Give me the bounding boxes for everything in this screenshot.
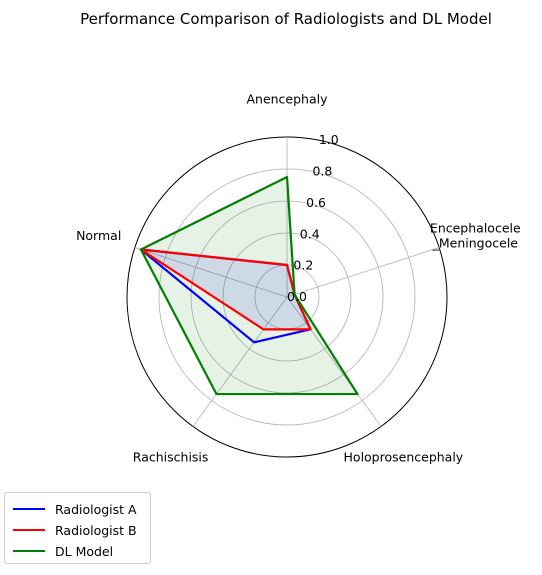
r-tick-label: 0.2	[293, 258, 313, 273]
series-fills	[140, 177, 358, 395]
legend-item-radiologist-a: Radiologist A	[13, 499, 137, 519]
series-lines	[139, 175, 359, 396]
legend-label-radiologist-a: Radiologist A	[55, 501, 137, 517]
r-tick-label: 0.0	[287, 289, 307, 304]
series-fill-dl-model	[140, 177, 358, 395]
grid-spoke	[286, 247, 440, 298]
category-label-encephalocele-meningocele: Encephalocele _Meningocele	[430, 221, 521, 251]
legend-item-radiologist-b: Radiologist B	[13, 520, 137, 540]
category-labels: Anencephaly Encephalocele _Meningocele Holo…	[76, 91, 521, 464]
legend-swatch-radiologist-b	[13, 529, 45, 531]
grid-spoke	[286, 296, 382, 427]
r-tick-label: 0.6	[306, 195, 326, 210]
radial-tick-labels: 0.0 0.2 0.4 0.6 0.8 1.0	[287, 132, 339, 304]
legend-label-dl-model: DL Model	[55, 543, 114, 559]
legend-swatch-radiologist-a	[13, 508, 45, 510]
radar-grid	[126, 136, 448, 458]
series-fill-radiologist-b	[140, 249, 311, 330]
r-tick-label: 0.4	[300, 226, 320, 241]
r-tick-label: 0.8	[312, 164, 332, 179]
r-tick-label: 1.0	[319, 132, 339, 147]
category-label-normal: Normal	[76, 228, 121, 243]
grid-spoke	[192, 296, 288, 427]
category-label-anencephaly: Anencephaly	[246, 91, 328, 106]
category-label-rachischisis: Rachischisis	[133, 450, 209, 465]
chart-title: Performance Comparison of Radiologists a…	[80, 10, 492, 28]
series-line-dl-model	[139, 175, 359, 396]
grid-spoke	[134, 247, 288, 298]
legend: Radiologist A Radiologist B DL Model	[4, 492, 151, 564]
legend-swatch-dl-model	[13, 550, 45, 552]
legend-item-dl-model: DL Model	[13, 541, 113, 561]
legend-label-radiologist-b: Radiologist B	[55, 522, 137, 538]
category-label-holoprosencephaly: Holoprosencephaly	[344, 450, 464, 465]
